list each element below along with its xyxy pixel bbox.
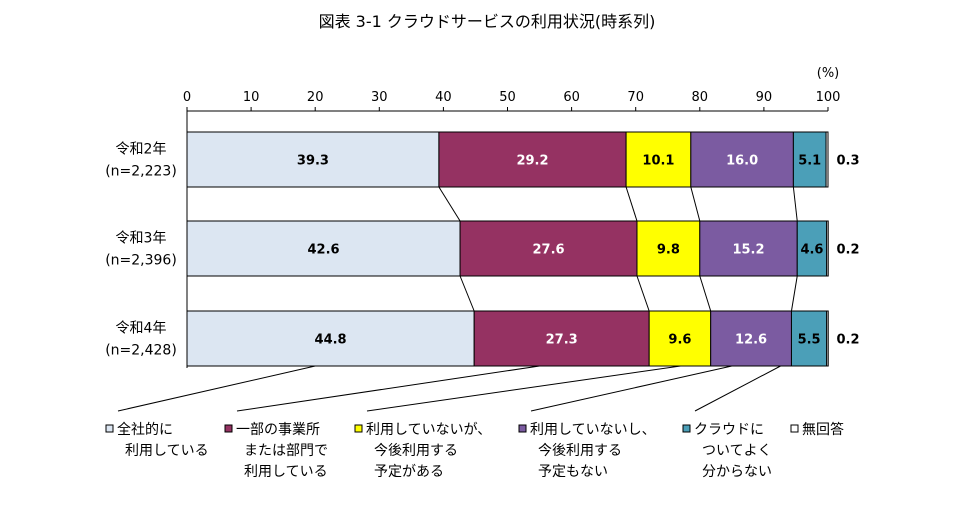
legend-label: ついてよく	[702, 443, 772, 459]
data-label: 16.0	[726, 154, 758, 169]
x-tick-label: 30	[371, 90, 388, 105]
bar-segment	[825, 131, 829, 188]
bar-segment	[186, 220, 461, 277]
data-label: 5.1	[798, 154, 821, 169]
legend-swatch	[354, 424, 363, 433]
data-label: 0.2	[836, 243, 859, 258]
legend-label: 利用している	[244, 464, 328, 480]
bars: 39.3 29.2 10.1 16.0 5.1 0.3 42.6 27.6 9.8 15.2 4.6…	[186, 131, 860, 367]
legend-swatch	[518, 424, 527, 433]
legend-swatch	[105, 424, 114, 433]
category-sample-size: (n=2,428)	[105, 343, 177, 359]
x-tick-label: 90	[756, 90, 773, 105]
category-label: 令和4年	[116, 321, 167, 337]
connector-line	[790, 275, 798, 312]
bar-segment	[826, 220, 829, 277]
legend-label: 利用している	[125, 443, 209, 459]
bar-segment	[186, 131, 440, 188]
legend-swatch	[224, 424, 233, 433]
legend-label: 利用していないが、	[366, 422, 491, 438]
legend-swatch	[790, 424, 799, 433]
data-label: 27.6	[532, 243, 564, 258]
legend-leader-line	[236, 365, 540, 412]
data-label: 27.3	[546, 333, 578, 348]
legend-label: 今後利用する	[538, 443, 622, 459]
data-label: 42.6	[307, 243, 339, 258]
connector-line	[792, 186, 798, 222]
category-sample-size: (n=2,223)	[105, 164, 177, 180]
chart-title: 図表 3-1 クラウドサービスの利用状況(時系列)	[319, 12, 656, 31]
legend-label: 全社的に	[117, 421, 173, 438]
x-tick-label: 10	[243, 90, 260, 105]
data-label: 5.5	[798, 333, 821, 348]
category-label: 令和3年	[116, 231, 167, 247]
x-tick-label: 50	[499, 90, 516, 105]
data-label: 9.8	[657, 243, 680, 258]
legend-label: 利用していないし、	[530, 422, 656, 438]
bar-segment	[459, 220, 638, 277]
bar-segment	[792, 131, 827, 188]
data-label: 12.6	[735, 333, 767, 348]
connector-lines	[438, 186, 798, 312]
x-tick-label: 20	[307, 90, 324, 105]
legend-label: または部門で	[244, 443, 328, 459]
legend-label: 分からない	[702, 464, 772, 480]
x-tick-label: 100	[816, 90, 841, 105]
legend-leader-line	[366, 365, 681, 412]
legend-label: 今後利用する	[374, 443, 458, 459]
legend-leader-line	[530, 365, 732, 412]
connector-line	[636, 275, 650, 312]
x-tick-label: 40	[435, 90, 452, 105]
category-sample-size: (n=2,396)	[105, 253, 177, 269]
data-label: 15.2	[732, 243, 764, 258]
connector-line	[690, 186, 701, 222]
data-label: 9.6	[668, 333, 691, 348]
data-label: 44.8	[315, 333, 347, 348]
legend-swatch	[682, 424, 691, 433]
legend-label: 予定もない	[538, 464, 608, 480]
legend-label: 無回答	[802, 421, 844, 438]
x-tick-label: 60	[563, 90, 580, 105]
bar-segment	[636, 220, 701, 277]
category-label: 令和2年	[116, 142, 167, 158]
data-label: 0.2	[836, 333, 859, 348]
legend-leader-line	[117, 365, 316, 412]
legend-label: クラウドに	[694, 422, 764, 438]
legend-leader-line	[694, 365, 781, 412]
legend-label: 一部の事業所	[236, 422, 320, 438]
bar-segment	[699, 220, 798, 277]
x-tick-label: 70	[627, 90, 644, 105]
legend-label: 予定がある	[374, 464, 444, 480]
data-label: 0.3	[836, 154, 859, 169]
legend: 全社的に利用している一部の事業所または部門で利用している利用していないが、今後利…	[105, 365, 844, 480]
bar-segment	[796, 220, 828, 277]
x-tick-label: 80	[692, 90, 709, 105]
bar-segment	[186, 310, 475, 367]
bar-segment	[473, 310, 650, 367]
connector-line	[438, 186, 461, 222]
connector-line	[699, 275, 712, 312]
bar-segment	[710, 310, 792, 367]
bar-segment	[625, 131, 692, 188]
category-labels: 令和2年 (n=2,223) 令和3年 (n=2,396) 令和4年 (n=2,428)	[105, 142, 177, 359]
connector-line	[625, 186, 638, 222]
bar-segment	[690, 131, 794, 188]
data-label: 39.3	[297, 154, 329, 169]
connector-line	[459, 275, 475, 312]
data-label: 4.6	[800, 243, 823, 258]
data-label: 10.1	[642, 154, 674, 169]
unit-label: (%)	[817, 66, 840, 81]
x-tick-label: 0	[183, 90, 191, 105]
data-label: 29.2	[516, 154, 548, 169]
bar-segment	[790, 310, 828, 367]
bar-segment	[826, 310, 829, 367]
